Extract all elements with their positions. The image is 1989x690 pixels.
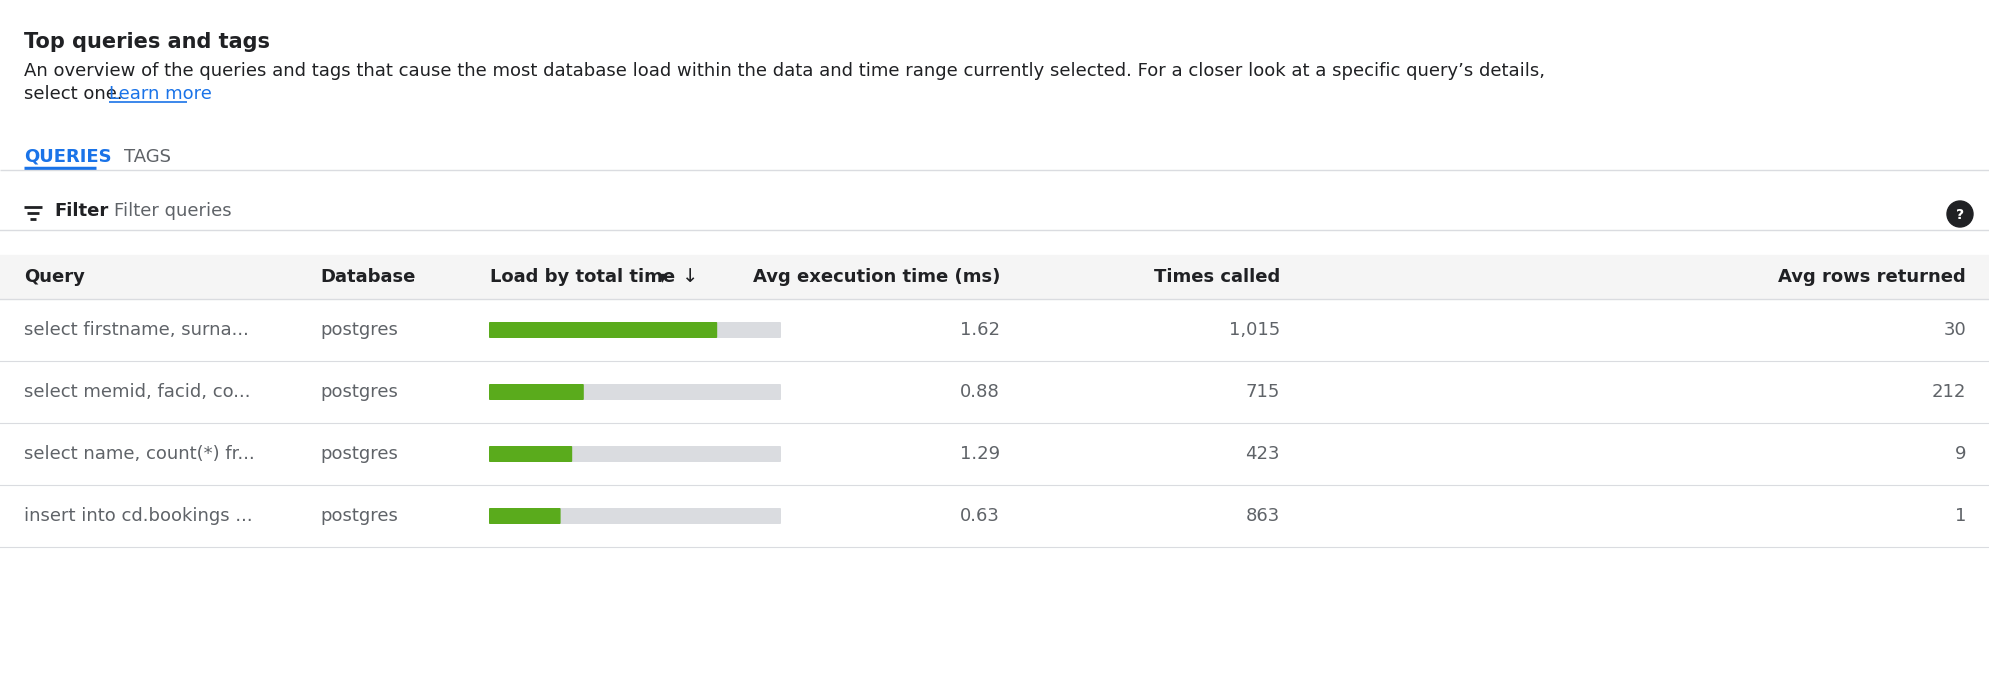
Text: 1.29: 1.29 [959,445,1000,463]
Text: ?: ? [1955,208,1963,222]
Text: 0.63: 0.63 [959,507,1000,525]
Bar [0,299,1989,361]
Text: 30: 30 [1943,321,1965,339]
Text: postgres: postgres [320,383,398,401]
Text: select firstname, surna...: select firstname, surna... [24,321,249,339]
Text: select name, count(*) fr...: select name, count(*) fr... [24,445,255,463]
Text: An overview of the queries and tags that cause the most database load within the: An overview of the queries and tags that… [24,62,1543,80]
Text: Learn more: Learn more [109,85,211,103]
Text: 9: 9 [1953,445,1965,463]
Text: 212: 212 [1931,383,1965,401]
Text: Load by total time: Load by total time [489,268,674,286]
FancyBboxPatch shape [489,508,780,524]
Text: Top queries and tags: Top queries and tags [24,32,271,52]
Text: 863: 863 [1245,507,1279,525]
Text: ▾: ▾ [658,268,666,286]
Text: postgres: postgres [320,507,398,525]
Text: select memid, facid, co...: select memid, facid, co... [24,383,251,401]
Text: postgres: postgres [320,445,398,463]
Text: 715: 715 [1245,383,1279,401]
FancyBboxPatch shape [489,446,780,462]
FancyBboxPatch shape [489,322,780,338]
FancyBboxPatch shape [489,384,583,400]
Text: postgres: postgres [320,321,398,339]
Bar [0,423,1989,485]
Circle shape [1945,201,1971,227]
Text: QUERIES: QUERIES [24,148,111,166]
Text: 1,015: 1,015 [1227,321,1279,339]
FancyBboxPatch shape [489,508,561,524]
Text: 423: 423 [1245,445,1279,463]
Text: Filter queries: Filter queries [113,202,231,220]
Text: Query: Query [24,268,86,286]
Text: 1.62: 1.62 [959,321,1000,339]
FancyBboxPatch shape [489,322,716,338]
Text: Database: Database [320,268,416,286]
FancyBboxPatch shape [489,384,780,400]
Text: Filter: Filter [54,202,107,220]
Text: Avg execution time (ms): Avg execution time (ms) [752,268,1000,286]
Text: Times called: Times called [1154,268,1279,286]
Bar [0,255,1989,299]
FancyBboxPatch shape [489,446,573,462]
Bar [0,485,1989,547]
Text: select one.: select one. [24,85,129,103]
Text: insert into cd.bookings ...: insert into cd.bookings ... [24,507,253,525]
Text: ↓: ↓ [682,268,698,286]
Bar [0,361,1989,423]
Text: Avg rows returned: Avg rows returned [1778,268,1965,286]
Text: 0.88: 0.88 [961,383,1000,401]
Text: 1: 1 [1953,507,1965,525]
Text: TAGS: TAGS [123,148,171,166]
